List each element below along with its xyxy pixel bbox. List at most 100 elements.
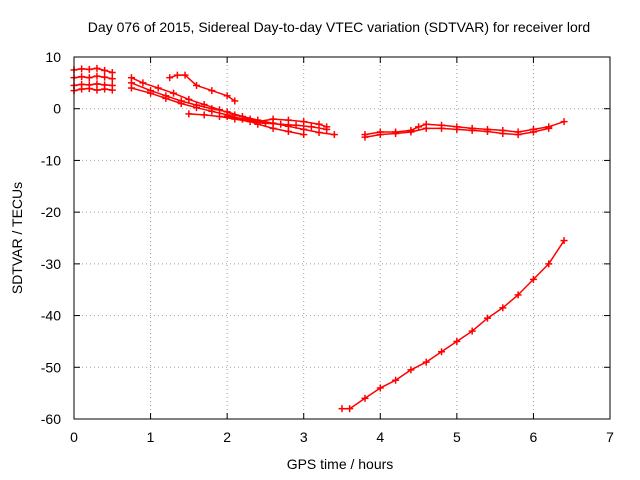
- y-tick-label: -60: [41, 411, 61, 427]
- data-point: [208, 87, 216, 95]
- x-tick-label: 1: [147, 429, 155, 445]
- y-tick-label: -30: [41, 256, 61, 272]
- data-point: [93, 72, 101, 80]
- data-point: [101, 85, 109, 93]
- data-point: [514, 291, 522, 299]
- data-point: [415, 123, 423, 131]
- data-point: [407, 366, 415, 374]
- data-point: [78, 85, 86, 93]
- data-point: [101, 73, 109, 81]
- data-point: [438, 124, 446, 132]
- data-point: [93, 86, 101, 94]
- data-point: [560, 118, 568, 126]
- y-tick-label: 10: [45, 49, 61, 65]
- x-axis-label: GPS time / hours: [287, 456, 394, 472]
- grid-lines: [74, 57, 610, 419]
- data-point: [108, 75, 116, 83]
- plot-series: [70, 64, 568, 413]
- data-point: [93, 64, 101, 72]
- data-point: [468, 126, 476, 134]
- data-point: [108, 69, 116, 77]
- data-point: [307, 123, 315, 131]
- data-point: [208, 107, 216, 115]
- x-tick-label: 5: [453, 429, 461, 445]
- data-point: [139, 79, 147, 87]
- data-point: [238, 115, 246, 123]
- data-point: [277, 120, 285, 128]
- data-point: [269, 115, 277, 123]
- data-point: [376, 131, 384, 139]
- data-point: [223, 92, 231, 100]
- data-point: [453, 125, 461, 133]
- data-point: [147, 89, 155, 97]
- data-point: [468, 327, 476, 335]
- data-point: [545, 124, 553, 132]
- y-tick-label: -10: [41, 152, 61, 168]
- data-point: [231, 115, 239, 123]
- data-point: [315, 129, 323, 137]
- data-point: [93, 80, 101, 88]
- x-tick-label: 4: [376, 429, 384, 445]
- y-tick-label: -50: [41, 359, 61, 375]
- data-point: [292, 121, 300, 129]
- data-point: [254, 118, 262, 126]
- data-point: [173, 71, 181, 79]
- data-point: [193, 81, 201, 89]
- y-tick-label: -20: [41, 204, 61, 220]
- data-point: [231, 97, 239, 105]
- data-point: [330, 131, 338, 139]
- y-tick-label: 0: [53, 101, 61, 117]
- data-point: [529, 128, 537, 136]
- data-point: [422, 124, 430, 132]
- data-point: [85, 65, 93, 73]
- chart-title: Day 076 of 2015, Sidereal Day-to-day VTE…: [88, 19, 590, 35]
- series-track-g: [131, 87, 304, 136]
- series-track-h: [169, 74, 236, 102]
- data-point: [422, 358, 430, 366]
- data-point: [392, 376, 400, 384]
- data-point: [185, 110, 193, 118]
- series-track-m: [342, 240, 565, 410]
- data-point: [361, 394, 369, 402]
- data-point: [127, 84, 135, 92]
- data-point: [162, 94, 170, 102]
- data-point: [392, 130, 400, 138]
- data-point: [361, 133, 369, 141]
- data-point: [338, 405, 346, 413]
- data-point: [545, 260, 553, 268]
- data-point: [438, 348, 446, 356]
- data-point: [223, 112, 231, 120]
- y-axis-label: SDTVAR / TECUs: [9, 182, 25, 294]
- data-point: [514, 131, 522, 139]
- data-point: [78, 73, 86, 81]
- plot-frame: [73, 56, 611, 420]
- data-point: [193, 104, 201, 112]
- data-point: [78, 65, 86, 73]
- x-tick-label: 7: [606, 429, 614, 445]
- x-tick-label: 3: [300, 429, 308, 445]
- data-point: [85, 85, 93, 93]
- data-point: [529, 275, 537, 283]
- x-tick-label: 2: [223, 429, 231, 445]
- data-point: [154, 84, 162, 92]
- data-point: [215, 112, 223, 120]
- data-point: [200, 111, 208, 119]
- data-point: [315, 120, 323, 128]
- data-point: [407, 128, 415, 136]
- x-tick-label: 0: [70, 429, 78, 445]
- data-point: [560, 237, 568, 245]
- data-point: [300, 131, 308, 139]
- data-point: [483, 127, 491, 135]
- data-point: [284, 116, 292, 124]
- data-point: [499, 130, 507, 138]
- data-point: [166, 74, 174, 82]
- data-point: [101, 66, 109, 74]
- data-point: [323, 123, 331, 131]
- data-point: [170, 89, 178, 97]
- data-point: [269, 124, 277, 132]
- y-tick-label: -40: [41, 308, 61, 324]
- data-point: [300, 118, 308, 126]
- data-point: [177, 100, 185, 108]
- data-point: [284, 127, 292, 135]
